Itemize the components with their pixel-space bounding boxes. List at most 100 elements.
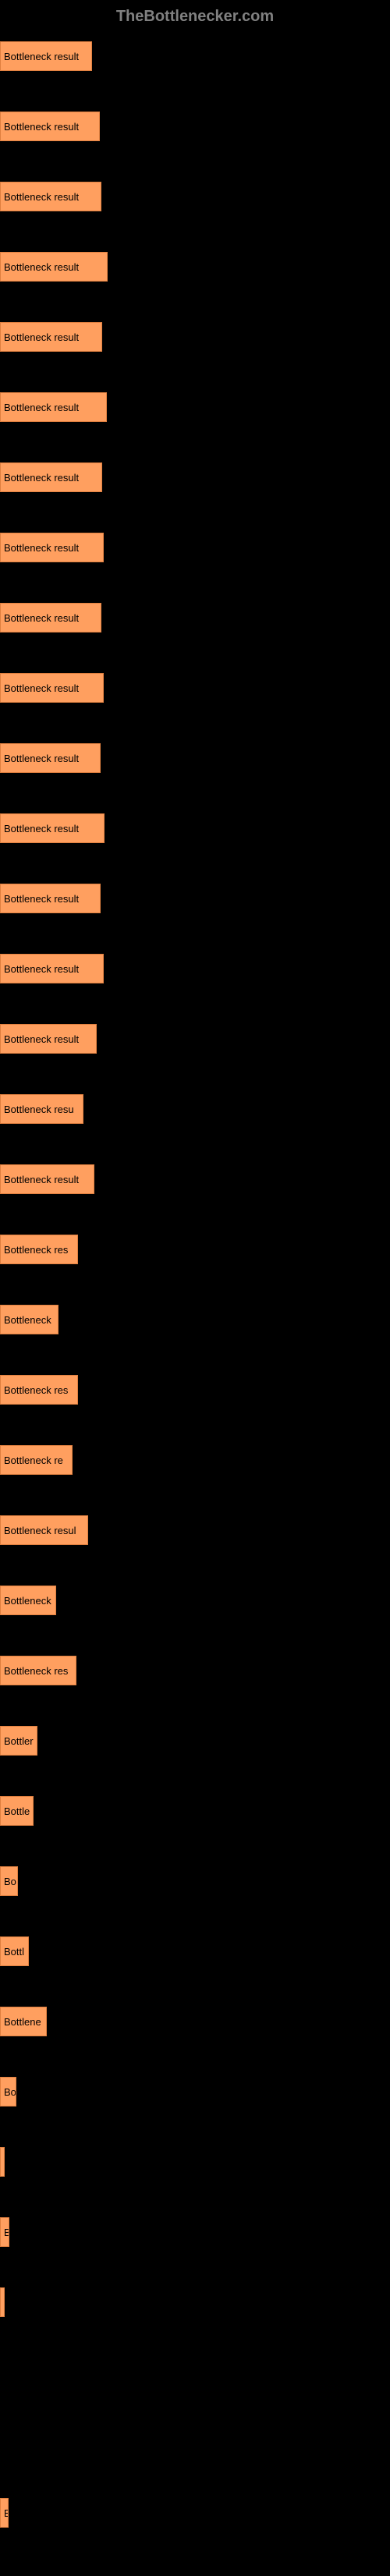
bar-label: Bottleneck result bbox=[4, 402, 79, 413]
bar-label: Bottleneck res bbox=[4, 1244, 68, 1256]
bar-label: Bottler bbox=[4, 1735, 34, 1747]
bar-row: Bottleneck re bbox=[0, 1445, 390, 1475]
bar-row: Bottleneck result bbox=[0, 182, 390, 211]
chart-bar: Bottleneck result bbox=[0, 603, 101, 632]
chart-bar: Bottleneck res bbox=[0, 1375, 78, 1405]
chart-bar: Bottleneck result bbox=[0, 673, 104, 703]
chart-bar: Bottleneck bbox=[0, 1305, 58, 1334]
bar-label: Bottleneck result bbox=[4, 753, 79, 764]
chart-bar bbox=[0, 2287, 5, 2317]
bar-row: Bottler bbox=[0, 1726, 390, 1756]
bar-row: Bottleneck result bbox=[0, 322, 390, 352]
bar-row: Bottleneck bbox=[0, 1586, 390, 1615]
bar-row: Bottleneck result bbox=[0, 41, 390, 71]
bar-label: Bottleneck bbox=[4, 1595, 51, 1607]
chart-bar: Bottlene bbox=[0, 2007, 47, 2036]
bar-row: Bottleneck result bbox=[0, 112, 390, 141]
bar-label: Bottleneck re bbox=[4, 1455, 63, 1466]
bar-row: Bottleneck result bbox=[0, 1024, 390, 1054]
bar-row bbox=[0, 2428, 390, 2457]
chart-bar: Bottleneck result bbox=[0, 743, 101, 773]
bar-label: B bbox=[4, 2507, 9, 2519]
bar-label: Bottleneck result bbox=[4, 121, 79, 133]
chart-container: Bottleneck result Bottleneck result Bottle… bbox=[0, 34, 390, 2576]
chart-bar: Bottleneck result bbox=[0, 1024, 97, 1054]
bar-label: Bottleneck resu bbox=[4, 1104, 74, 1115]
chart-bar: Bottleneck bbox=[0, 1586, 56, 1615]
bar-row bbox=[0, 2358, 390, 2387]
chart-bar: B bbox=[0, 2498, 9, 2528]
bar-row: Bottleneck result bbox=[0, 954, 390, 983]
chart-bar: Bottle bbox=[0, 1796, 34, 1826]
bar-row: B bbox=[0, 2498, 390, 2528]
chart-bar: Bottl bbox=[0, 1936, 29, 1966]
bar-row: Bottlene bbox=[0, 2007, 390, 2036]
chart-bar: Bottleneck result bbox=[0, 41, 92, 71]
chart-bar: Bottleneck result bbox=[0, 112, 100, 141]
bar-row: Bottleneck result bbox=[0, 533, 390, 562]
bar-row bbox=[0, 2147, 390, 2177]
bar-label: Bottleneck result bbox=[4, 1033, 79, 1045]
bar-label: Bo bbox=[4, 1876, 16, 1887]
bar-row: Bottleneck resul bbox=[0, 1515, 390, 1545]
chart-bar: Bottleneck result bbox=[0, 392, 107, 422]
bar-label: Bottleneck result bbox=[4, 963, 79, 975]
bar-row: Bottleneck resu bbox=[0, 1094, 390, 1124]
bar-label: Bottleneck result bbox=[4, 331, 79, 343]
chart-bar: Bottleneck result bbox=[0, 1164, 94, 1194]
bar-row: Bottleneck result bbox=[0, 673, 390, 703]
bar-label: Bottleneck result bbox=[4, 682, 79, 694]
bar-row: Bottleneck res bbox=[0, 1375, 390, 1405]
bar-row: Bo bbox=[0, 2077, 390, 2107]
bar-row: Bottleneck res bbox=[0, 1235, 390, 1264]
bar-label: Bottleneck bbox=[4, 1314, 51, 1326]
bar-label: Bottleneck result bbox=[4, 542, 79, 554]
bar-label: Bottlene bbox=[4, 2016, 41, 2028]
bar-row bbox=[0, 2287, 390, 2317]
bar-row: Bottleneck res bbox=[0, 1656, 390, 1685]
bar-row: Bottleneck result bbox=[0, 603, 390, 632]
bar-label: Bottl bbox=[4, 1946, 24, 1958]
chart-bar: Bottleneck resu bbox=[0, 1094, 83, 1124]
bar-label: Bottleneck result bbox=[4, 612, 79, 624]
bar-label: Bottleneck result bbox=[4, 472, 79, 484]
chart-bar bbox=[0, 2147, 5, 2177]
bar-row: Bottleneck bbox=[0, 1305, 390, 1334]
bar-row: B bbox=[0, 2217, 390, 2247]
bar-row: Bo bbox=[0, 1866, 390, 1896]
bar-label: Bottleneck result bbox=[4, 1174, 79, 1185]
bar-label: Bottleneck result bbox=[4, 823, 79, 834]
bar-label: Bottleneck res bbox=[4, 1384, 68, 1396]
bar-row: Bottleneck result bbox=[0, 252, 390, 282]
bar-row: Bottl bbox=[0, 1936, 390, 1966]
chart-bar: Bottleneck result bbox=[0, 252, 108, 282]
bar-label: Bottleneck res bbox=[4, 1665, 68, 1677]
site-header: TheBottlenecker.com bbox=[0, 0, 390, 34]
chart-bar: Bottleneck result bbox=[0, 813, 105, 843]
bar-row: Bottleneck result bbox=[0, 884, 390, 913]
bar-label: Bottle bbox=[4, 1805, 30, 1817]
chart-bar: Bottleneck result bbox=[0, 954, 104, 983]
bar-label: Bottleneck result bbox=[4, 893, 79, 905]
bar-label: Bo bbox=[4, 2086, 16, 2098]
bar-row: Bottleneck result bbox=[0, 462, 390, 492]
chart-bar: B bbox=[0, 2217, 9, 2247]
chart-bar: Bottleneck result bbox=[0, 533, 104, 562]
bar-label: B bbox=[4, 2227, 9, 2238]
chart-bar: Bottleneck resul bbox=[0, 1515, 88, 1545]
bar-row: Bottle bbox=[0, 1796, 390, 1826]
bar-label: Bottleneck result bbox=[4, 191, 79, 203]
chart-bar: Bottleneck res bbox=[0, 1656, 76, 1685]
chart-bar: Bo bbox=[0, 2077, 16, 2107]
chart-bar: Bottleneck result bbox=[0, 462, 102, 492]
chart-bar: Bottleneck result bbox=[0, 884, 101, 913]
chart-bar: Bottleneck result bbox=[0, 322, 102, 352]
bar-row: Bottleneck result bbox=[0, 1164, 390, 1194]
chart-bar: Bottleneck re bbox=[0, 1445, 73, 1475]
bar-row: Bottleneck result bbox=[0, 392, 390, 422]
bar-row: Bottleneck result bbox=[0, 813, 390, 843]
chart-bar: Bottler bbox=[0, 1726, 37, 1756]
chart-bar: Bottleneck result bbox=[0, 182, 101, 211]
bar-row: Bottleneck result bbox=[0, 743, 390, 773]
bar-label: Bottleneck result bbox=[4, 51, 79, 62]
